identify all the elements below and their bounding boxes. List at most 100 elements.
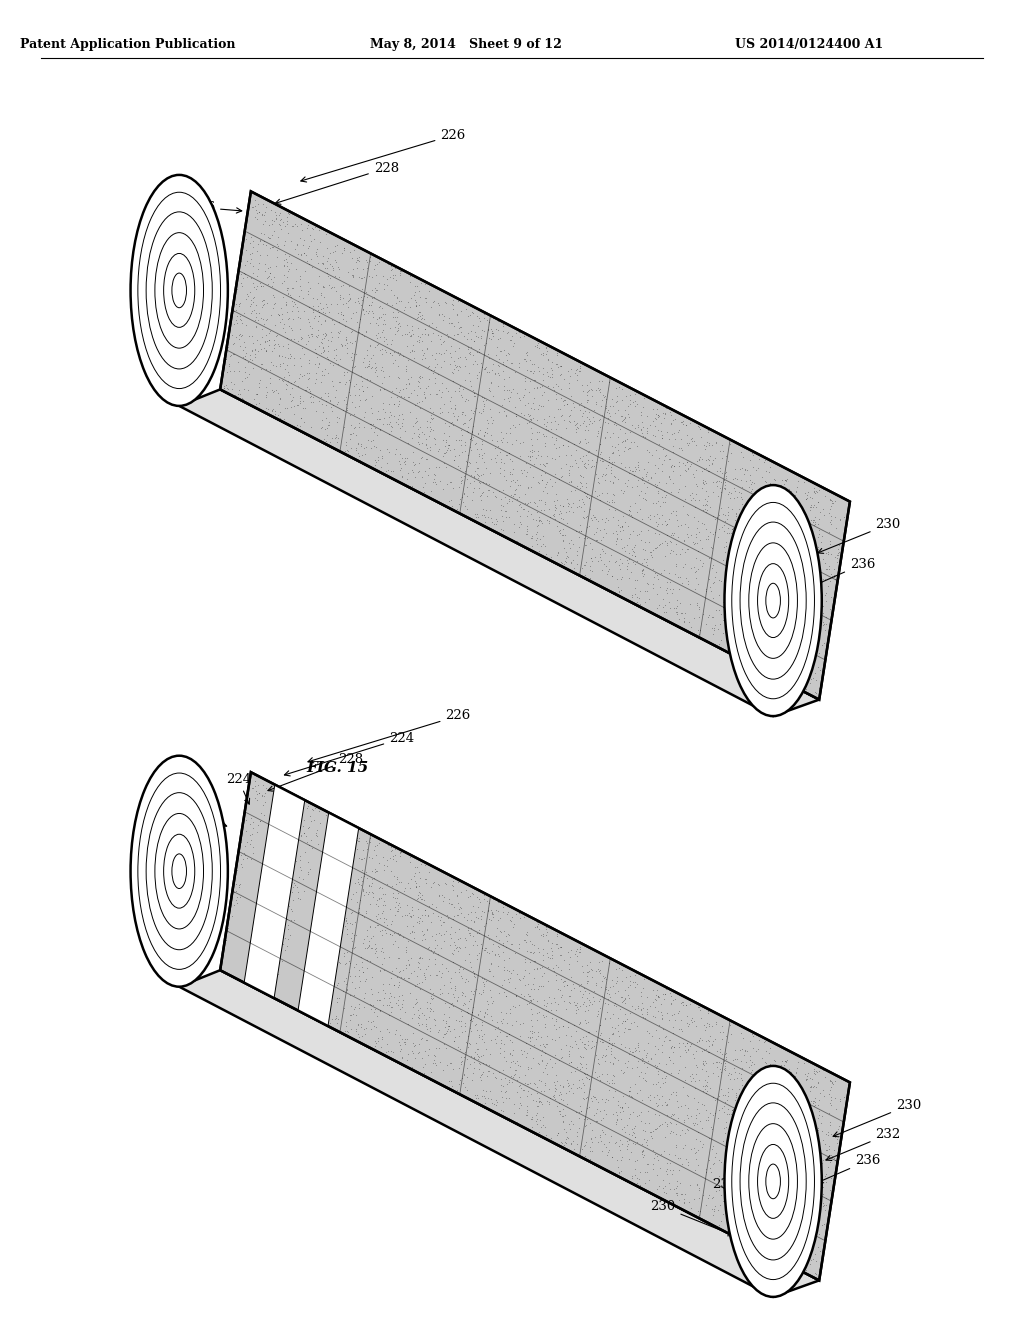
Point xyxy=(657,445,674,466)
Point xyxy=(817,585,834,606)
Point xyxy=(806,495,822,516)
Point xyxy=(758,461,774,482)
Point xyxy=(630,451,646,473)
Point xyxy=(446,1031,463,1052)
Point xyxy=(733,482,750,503)
Point xyxy=(462,408,478,429)
Point xyxy=(461,451,477,473)
Point xyxy=(365,430,381,451)
Point xyxy=(406,341,422,362)
Point xyxy=(640,1086,656,1107)
Point xyxy=(437,442,454,463)
Point xyxy=(327,249,343,271)
Point xyxy=(485,385,502,407)
Point xyxy=(284,882,300,903)
Point xyxy=(611,445,628,466)
Point xyxy=(354,323,371,345)
Point xyxy=(635,1068,651,1089)
Point xyxy=(539,362,555,383)
Point xyxy=(537,535,553,556)
Point xyxy=(503,352,519,374)
Point xyxy=(762,1072,778,1093)
Point xyxy=(411,912,427,933)
Point xyxy=(649,490,666,511)
Point xyxy=(457,461,473,482)
Point xyxy=(547,1080,563,1101)
Point xyxy=(305,973,322,994)
Point xyxy=(415,925,431,946)
Point xyxy=(472,473,488,494)
Point xyxy=(427,372,443,393)
Point xyxy=(744,445,761,466)
Point xyxy=(476,425,493,446)
Point xyxy=(386,838,402,859)
Point xyxy=(553,364,569,385)
Point xyxy=(293,244,309,265)
Point xyxy=(809,1140,825,1162)
Point xyxy=(453,1053,469,1074)
Point xyxy=(753,597,769,618)
Point xyxy=(273,884,290,906)
Point xyxy=(419,917,435,939)
Point xyxy=(583,546,599,568)
Point xyxy=(555,537,571,558)
Point xyxy=(821,1114,838,1135)
Point xyxy=(436,292,453,313)
Point xyxy=(677,1035,693,1056)
Point xyxy=(697,449,714,470)
Point xyxy=(627,383,643,404)
Point xyxy=(383,1002,399,1023)
Point xyxy=(693,478,710,499)
Point xyxy=(535,950,551,972)
Point xyxy=(435,444,452,465)
Point xyxy=(484,321,501,342)
Point xyxy=(800,1156,816,1177)
Point xyxy=(746,510,763,531)
Point xyxy=(453,434,469,455)
Point xyxy=(249,964,265,985)
Point xyxy=(265,935,282,956)
Point xyxy=(318,999,335,1020)
Point xyxy=(519,492,536,513)
Point xyxy=(570,1077,587,1098)
Point xyxy=(353,286,370,308)
Point xyxy=(523,1020,540,1041)
Text: 232: 232 xyxy=(826,1127,901,1160)
Point xyxy=(673,993,689,1014)
Point xyxy=(674,1184,690,1205)
Point xyxy=(446,978,463,999)
Point xyxy=(391,393,408,414)
Point xyxy=(734,1131,751,1152)
Point xyxy=(253,933,269,954)
Point xyxy=(651,496,668,517)
Point xyxy=(338,952,354,973)
Point xyxy=(310,265,327,286)
Point xyxy=(341,331,357,352)
Point xyxy=(639,1057,655,1078)
Point xyxy=(238,240,254,261)
Point xyxy=(325,242,341,263)
Point xyxy=(578,414,594,436)
Point xyxy=(542,1049,558,1071)
Point xyxy=(346,985,362,1006)
Point xyxy=(676,475,692,496)
Point xyxy=(758,1137,774,1158)
Point xyxy=(754,1133,770,1154)
Point xyxy=(330,227,346,248)
Point xyxy=(597,426,613,447)
Point xyxy=(416,381,432,403)
Point xyxy=(598,1063,614,1084)
Point xyxy=(555,1015,571,1036)
Point xyxy=(720,1085,736,1106)
Point xyxy=(613,1118,630,1139)
Point xyxy=(431,875,447,896)
Point xyxy=(483,909,500,931)
Point xyxy=(730,1102,746,1123)
Point xyxy=(519,359,536,380)
Point xyxy=(568,416,585,437)
Point xyxy=(468,1088,484,1109)
Point xyxy=(249,203,265,224)
Point xyxy=(511,356,527,378)
Point xyxy=(720,484,736,506)
Point xyxy=(816,553,833,574)
